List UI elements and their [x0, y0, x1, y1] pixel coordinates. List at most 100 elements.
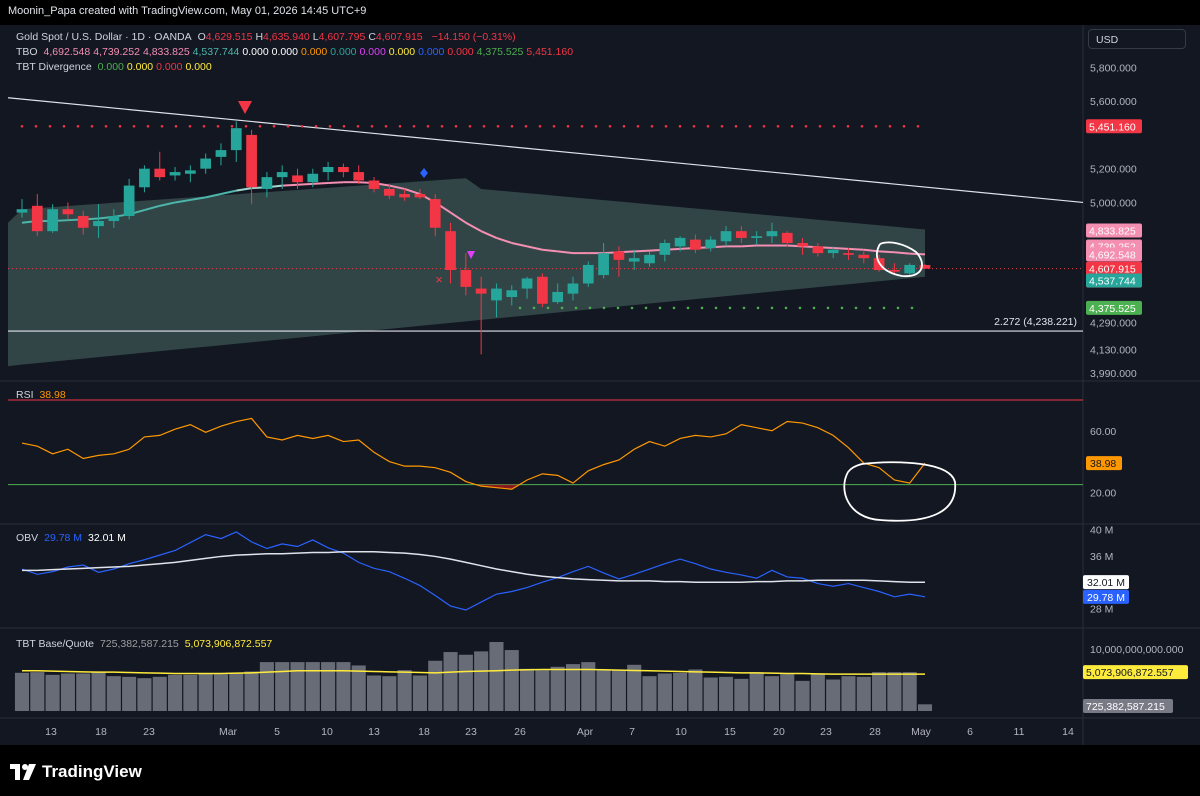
tbo-ma-line — [511, 242, 528, 248]
support-dot — [840, 306, 844, 310]
rsi-value-label: 38.98 — [1090, 458, 1116, 470]
tbt-legend[interactable]: TBT Base/Quote 725,382,587.215 5,073,906… — [16, 638, 275, 650]
tbo-ma-line — [297, 182, 313, 186]
resistance-dot — [76, 124, 80, 128]
trendline — [7, 97, 1084, 204]
volume-bar — [489, 642, 504, 711]
tbo-ma-line — [833, 247, 849, 250]
tradingview-logo[interactable]: TradingView — [10, 762, 142, 782]
chart-panel[interactable] — [0, 25, 1200, 745]
time-axis-label: 23 — [465, 726, 477, 738]
rsi-legend[interactable]: RSI 38.98 — [16, 389, 69, 401]
volume-bar — [428, 660, 443, 711]
divergence-value: 0.000 — [185, 61, 212, 73]
diamond-marker — [420, 168, 428, 178]
ohlc-values: O4,629.515 H4,635.940 L4,607.795 C4,607.915 — [198, 31, 426, 43]
time-axis-label: 14 — [1062, 726, 1074, 738]
resistance-dot — [860, 124, 864, 128]
candle — [169, 172, 181, 176]
tbo-ma-line — [312, 182, 329, 185]
volume-bar — [60, 673, 75, 711]
candle — [858, 254, 870, 259]
volume-bar — [902, 672, 917, 711]
price-level-tag — [1086, 223, 1142, 238]
tbo-ma-line — [879, 250, 895, 254]
divergence-marker — [467, 251, 475, 259]
volume-bar — [122, 676, 137, 711]
tbo-ma-line — [557, 250, 574, 255]
volume-bar — [703, 677, 718, 711]
candle — [674, 237, 686, 247]
price-axis-label: 4,290.000 — [1090, 317, 1137, 329]
price-axis-label: 4,130.000 — [1090, 344, 1137, 356]
obv-ma-line — [22, 551, 925, 583]
currency-button[interactable]: USD — [1088, 29, 1186, 49]
ohlc-value: 4,607.915 — [375, 31, 423, 43]
volume-bar — [749, 672, 764, 711]
support-dot — [574, 306, 578, 310]
obv-axis-label: 28 M — [1090, 604, 1113, 616]
candle — [47, 209, 58, 232]
main-legend: Gold Spot / U.S. Dollar · 1D · OANDA O4,… — [16, 31, 519, 43]
tbo-ma-line — [496, 236, 513, 244]
tbo-ma-line — [159, 201, 176, 207]
obv-axis-label: 40 M — [1090, 524, 1113, 536]
support-dot — [700, 306, 704, 310]
resistance-dot — [916, 124, 920, 128]
volume-bar — [581, 662, 596, 711]
tbo-value: 0.000 — [359, 46, 386, 58]
tbo-ma-line — [205, 193, 222, 199]
volume-bar — [856, 676, 871, 711]
ohlc-key: L — [312, 31, 319, 43]
candle — [567, 283, 579, 294]
tbo-ma-line — [480, 230, 497, 239]
volume-bar — [734, 678, 749, 711]
candle — [491, 288, 502, 301]
symbol-title[interactable]: Gold Spot / U.S. Dollar · 1D · OANDA — [16, 31, 192, 43]
resistance-dot — [118, 124, 122, 128]
resistance-dot — [454, 124, 458, 128]
volume-bar — [259, 662, 274, 711]
volume-bar — [397, 670, 412, 711]
volume-bar — [688, 669, 703, 711]
volume-bar — [474, 651, 489, 711]
tbo-value: 4,833.825 — [142, 46, 190, 58]
resistance-dot — [510, 124, 514, 128]
candle — [506, 290, 518, 298]
time-axis-label: 11 — [1014, 726, 1025, 738]
resistance-dot — [398, 124, 402, 128]
price-level-label: 4,375.525 — [1089, 303, 1136, 315]
resistance-dot — [748, 124, 752, 128]
price-level-label: 4,833.825 — [1089, 226, 1136, 238]
candle — [93, 221, 104, 227]
support-dot — [784, 306, 788, 310]
resistance-dot — [636, 124, 640, 128]
support-dot — [770, 306, 774, 310]
volume-bar — [596, 670, 611, 711]
attribution: Moonin_Papa created with TradingView.com… — [8, 5, 367, 17]
candle — [16, 209, 28, 213]
tbo-value: 0.000 — [242, 46, 269, 58]
support-dot — [644, 306, 648, 310]
tbo-value: 0.000 — [388, 46, 416, 58]
candle — [200, 158, 212, 169]
tbo-value: 4,537.744 — [192, 46, 240, 58]
resistance-dot — [818, 124, 822, 128]
tbo-value: 4,375.525 — [476, 46, 524, 58]
time-axis-label: 6 — [967, 726, 973, 738]
candle — [429, 199, 441, 228]
resistance-dot — [412, 124, 416, 128]
volume-bar — [137, 678, 152, 711]
volume-bar — [718, 676, 734, 711]
obv-legend[interactable]: OBV 29.78 M 32.01 M — [16, 532, 129, 544]
candle — [215, 150, 227, 157]
time-axis-label: 10 — [321, 726, 333, 738]
obv-value: 29.78 M — [44, 532, 83, 544]
resistance-dot — [734, 124, 738, 128]
volume-bar — [412, 675, 427, 711]
resistance-dot — [244, 124, 248, 128]
tbo-legend[interactable]: TBO 4,692.548 4,739.252 4,833.825 4,537.744… — [16, 46, 579, 58]
divergence-legend[interactable]: TBT Divergence 0.000 0.000 0.000 0.000 — [16, 61, 218, 73]
support-dot — [868, 306, 872, 310]
